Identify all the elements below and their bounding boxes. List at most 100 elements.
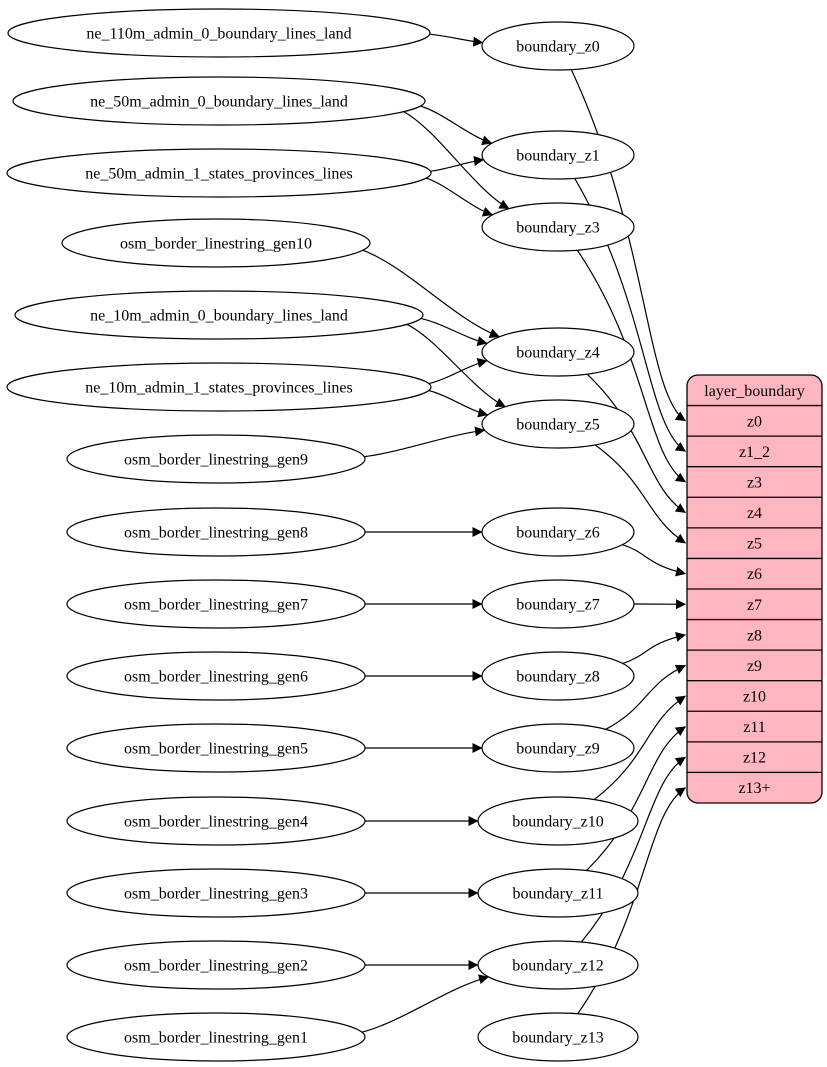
edge-ne_50m_admin_1_states_provinces_lines-to-boundary_z3 <box>426 177 493 217</box>
edge-ne_10m_admin_0_boundary_lines_land-to-boundary_z4 <box>420 317 488 347</box>
node-ellipse-osm_border_linestring_gen9 <box>66 434 366 484</box>
node-ellipse-boundary_z11 <box>477 868 639 918</box>
node-label-boundary_z8: boundary_z8 <box>516 669 600 686</box>
node-ellipse-osm_border_linestring_gen6 <box>66 651 366 701</box>
table-row-z12: z12 <box>743 750 766 767</box>
node-label-osm_border_linestring_gen9: osm_border_linestring_gen9 <box>124 452 308 469</box>
node-label-boundary_z9: boundary_z9 <box>516 741 600 758</box>
node-label-osm_border_linestring_gen10: osm_border_linestring_gen10 <box>120 236 312 253</box>
node-label-osm_border_linestring_gen4: osm_border_linestring_gen4 <box>124 814 308 831</box>
table-row-z0: z0 <box>747 413 762 430</box>
node-label-boundary_z13: boundary_z13 <box>512 1030 604 1047</box>
node-boundary_z9: boundary_z9 <box>481 723 635 773</box>
node-label-osm_border_linestring_gen2: osm_border_linestring_gen2 <box>124 958 308 975</box>
node-ellipse-boundary_z5 <box>481 399 635 449</box>
edge-ne_50m_admin_1_states_provinces_lines-to-boundary_z1 <box>430 156 484 172</box>
node-label-boundary_z4: boundary_z4 <box>516 345 600 362</box>
node-boundary_z3: boundary_z3 <box>481 202 635 252</box>
table-row-z6: z6 <box>747 566 762 583</box>
node-label-boundary_z3: boundary_z3 <box>516 220 600 237</box>
node-ellipse-ne_10m_admin_1_states_provinces_lines <box>6 362 432 412</box>
edge-osm_border_linestring_gen9-to-boundary_z5 <box>364 426 486 458</box>
node-label-boundary_z0: boundary_z0 <box>516 39 600 56</box>
node-label-boundary_z11: boundary_z11 <box>513 886 604 903</box>
node-ellipse-osm_border_linestring_gen10 <box>61 218 371 268</box>
node-ne_110m_admin_0_boundary_lines_land: ne_110m_admin_0_boundary_lines_land <box>7 8 431 58</box>
node-ne_10m_admin_0_boundary_lines_land: ne_10m_admin_0_boundary_lines_land <box>14 290 424 340</box>
node-label-osm_border_linestring_gen7: osm_border_linestring_gen7 <box>124 597 308 614</box>
node-label-osm_border_linestring_gen6: osm_border_linestring_gen6 <box>124 669 308 686</box>
node-label-ne_10m_admin_0_boundary_lines_land: ne_10m_admin_0_boundary_lines_land <box>90 308 348 325</box>
table-row-z9: z9 <box>747 658 762 675</box>
table-row-z7: z7 <box>747 597 762 614</box>
node-osm_border_linestring_gen2: osm_border_linestring_gen2 <box>66 940 366 990</box>
edge-boundary_z8-to-row-z8 <box>622 632 686 664</box>
node-label-boundary_z10: boundary_z10 <box>512 814 604 831</box>
table-row-z1_2: z1_2 <box>739 444 770 461</box>
node-osm_border_linestring_gen3: osm_border_linestring_gen3 <box>66 868 366 918</box>
table-row-z4: z4 <box>747 505 762 522</box>
node-ellipse-boundary_z12 <box>477 940 639 990</box>
node-boundary_z0: boundary_z0 <box>481 21 635 71</box>
node-ellipse-boundary_z4 <box>481 327 635 377</box>
node-label-osm_border_linestring_gen3: osm_border_linestring_gen3 <box>124 886 308 903</box>
node-osm_border_linestring_gen9: osm_border_linestring_gen9 <box>66 434 366 484</box>
node-ellipse-osm_border_linestring_gen7 <box>66 579 366 629</box>
node-osm_border_linestring_gen1: osm_border_linestring_gen1 <box>66 1012 366 1062</box>
edge-boundary_z9-to-row-z9 <box>605 664 686 730</box>
node-label-osm_border_linestring_gen8: osm_border_linestring_gen8 <box>124 525 308 542</box>
edge-boundary_z4-to-row-z4 <box>586 373 686 514</box>
node-osm_border_linestring_gen7: osm_border_linestring_gen7 <box>66 579 366 629</box>
edge-boundary_z11-to-row-z11 <box>586 726 686 872</box>
node-label-ne_110m_admin_0_boundary_lines_land: ne_110m_admin_0_boundary_lines_land <box>86 26 351 43</box>
node-ellipse-boundary_z0 <box>481 21 635 71</box>
node-ellipse-osm_border_linestring_gen5 <box>66 723 366 773</box>
edge-ne_10m_admin_1_states_provinces_lines-to-boundary_z4 <box>428 358 488 385</box>
node-boundary_z4: boundary_z4 <box>481 327 635 377</box>
edge-ne_110m_admin_0_boundary_lines_land-to-boundary_z0 <box>429 33 484 47</box>
node-osm_border_linestring_gen5: osm_border_linestring_gen5 <box>66 723 366 773</box>
node-ellipse-boundary_z10 <box>477 796 639 846</box>
node-label-boundary_z6: boundary_z6 <box>516 525 600 542</box>
node-osm_border_linestring_gen8: osm_border_linestring_gen8 <box>66 507 366 557</box>
node-ellipse-boundary_z13 <box>477 1012 639 1062</box>
node-label-boundary_z1: boundary_z1 <box>516 148 600 165</box>
node-ellipse-ne_110m_admin_0_boundary_lines_land <box>7 8 431 58</box>
node-boundary_z12: boundary_z12 <box>477 940 639 990</box>
node-label-ne_10m_admin_1_states_provinces_lines: ne_10m_admin_1_states_provinces_lines <box>85 380 353 397</box>
node-ellipse-osm_border_linestring_gen1 <box>66 1012 366 1062</box>
node-ellipse-osm_border_linestring_gen2 <box>66 940 366 990</box>
edge-osm_border_linestring_gen10-to-boundary_z4 <box>362 249 500 338</box>
edge-boundary_z6-to-row-z6 <box>622 544 686 577</box>
table-row-z13+: z13+ <box>738 780 770 797</box>
node-boundary_z13: boundary_z13 <box>477 1012 639 1062</box>
node-label-boundary_z12: boundary_z12 <box>512 958 604 975</box>
table-row-z11: z11 <box>743 719 766 736</box>
node-boundary_z8: boundary_z8 <box>481 651 635 701</box>
table-row-z8: z8 <box>747 627 762 644</box>
edge-ne_10m_admin_0_boundary_lines_land-to-boundary_z5 <box>406 323 506 408</box>
node-ne_50m_admin_1_states_provinces_lines: ne_50m_admin_1_states_provinces_lines <box>6 148 432 198</box>
node-boundary_z6: boundary_z6 <box>481 507 635 557</box>
node-osm_border_linestring_gen6: osm_border_linestring_gen6 <box>66 651 366 701</box>
node-ne_10m_admin_1_states_provinces_lines: ne_10m_admin_1_states_provinces_lines <box>6 362 432 412</box>
table-title: layer_boundary <box>704 383 804 400</box>
edge-osm_border_linestring_gen1-to-boundary_z12 <box>361 974 489 1033</box>
node-ellipse-boundary_z9 <box>481 723 635 773</box>
node-ne_50m_admin_0_boundary_lines_land: ne_50m_admin_0_boundary_lines_land <box>12 76 426 126</box>
edge-ne_50m_admin_0_boundary_lines_land-to-boundary_z1 <box>420 105 493 146</box>
node-ellipse-boundary_z8 <box>481 651 635 701</box>
node-ellipse-boundary_z7 <box>481 579 635 629</box>
node-osm_border_linestring_gen4: osm_border_linestring_gen4 <box>66 796 366 846</box>
node-label-ne_50m_admin_1_states_provinces_lines: ne_50m_admin_1_states_provinces_lines <box>85 166 353 183</box>
node-ellipse-ne_50m_admin_0_boundary_lines_land <box>12 76 426 126</box>
table-row-z10: z10 <box>743 688 766 705</box>
node-ellipse-ne_50m_admin_1_states_provinces_lines <box>6 148 432 198</box>
node-ellipse-ne_10m_admin_0_boundary_lines_land <box>14 290 424 340</box>
node-label-osm_border_linestring_gen1: osm_border_linestring_gen1 <box>124 1030 308 1047</box>
node-boundary_z7: boundary_z7 <box>481 579 635 629</box>
node-ellipse-boundary_z6 <box>481 507 635 557</box>
edge-boundary_z10-to-row-z10 <box>593 695 686 801</box>
